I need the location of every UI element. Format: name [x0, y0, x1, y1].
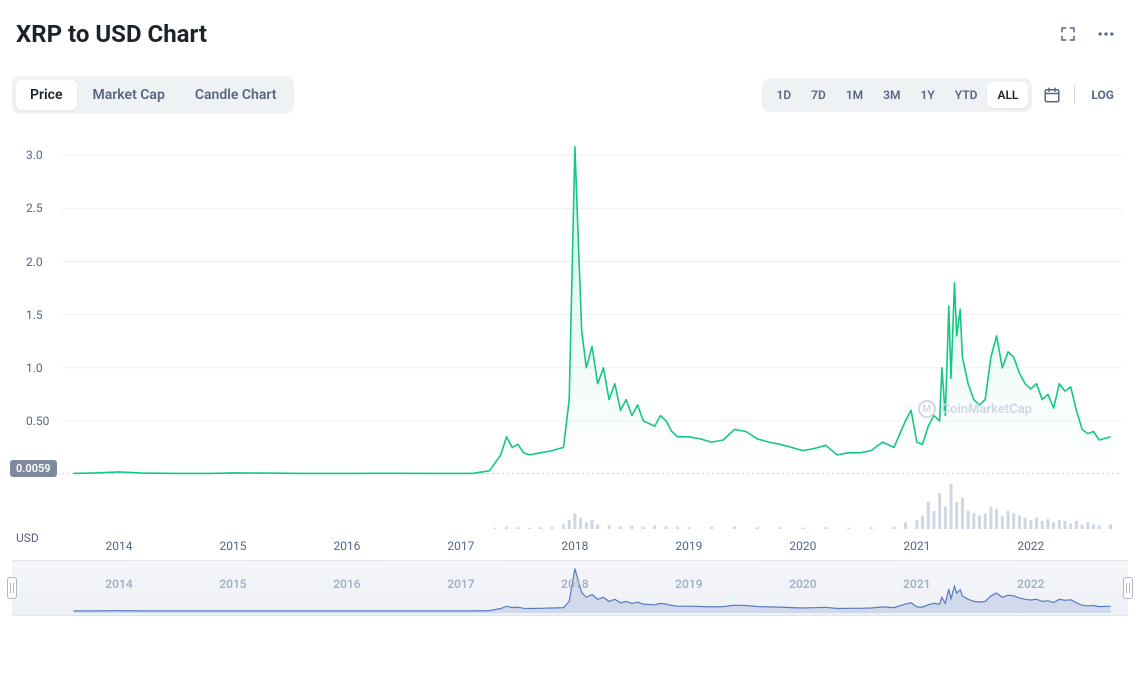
y-tick-label: 3.0	[26, 148, 43, 162]
x-tick-label: 2019	[675, 539, 702, 553]
x-tick-label: 2016	[333, 539, 360, 553]
brush-x-tick-label: 2021	[903, 577, 930, 591]
fullscreen-icon[interactable]	[1058, 24, 1078, 44]
brush-x-tick-label: 2020	[789, 577, 816, 591]
watermark-text: CoinMarketCap	[942, 402, 1032, 417]
tab-market-cap[interactable]: Market Cap	[79, 80, 179, 110]
watermark: M CoinMarketCap	[918, 400, 1032, 418]
header-actions	[1058, 24, 1116, 44]
x-tick-label: 2021	[903, 539, 930, 553]
y-tick-label: 1.5	[26, 308, 43, 322]
brush-x-tick-label: 2018	[561, 577, 588, 591]
chart-controls: PriceMarket CapCandle Chart 1D7D1M3M1YYT…	[0, 48, 1140, 124]
chart-type-tabs: PriceMarket CapCandle Chart	[12, 76, 294, 114]
y-tick-label: 1.0	[26, 361, 43, 375]
range-1y[interactable]: 1Y	[911, 82, 945, 108]
brush-x-tick-label: 2015	[219, 577, 246, 591]
x-tick-label: 2017	[447, 539, 474, 553]
range-1m[interactable]: 1M	[836, 82, 873, 108]
x-tick-label: 2014	[105, 539, 132, 553]
brush-handle-right[interactable]	[1123, 577, 1133, 599]
y-tick-label: 0.50	[26, 414, 49, 428]
tab-price[interactable]: Price	[16, 80, 77, 110]
watermark-icon: M	[918, 400, 936, 418]
currency-label: USD	[16, 531, 39, 545]
chart-header: XRP to USD Chart	[0, 0, 1140, 48]
range-all[interactable]: ALL	[987, 82, 1028, 108]
range-ytd[interactable]: YTD	[945, 82, 988, 108]
time-range-tabs: 1D7D1M3M1YYTDALL	[762, 78, 1032, 112]
range-3m[interactable]: 3M	[873, 82, 910, 108]
more-icon[interactable]	[1096, 24, 1116, 44]
calendar-icon[interactable]	[1042, 85, 1062, 105]
x-tick-label: 2022	[1017, 539, 1044, 553]
price-chart[interactable]: 0.0059 0.50 1.0 1.5 2.0 2.5 3.0 2014 2015 2016 2…	[12, 124, 1128, 554]
brush-x-tick-label: 2014	[105, 577, 132, 591]
time-navigator[interactable]: 2014 2015 2016 2017 2018 2019 2020 2021 2022	[12, 560, 1128, 616]
brush-x-tick-label: 2022	[1017, 577, 1044, 591]
current-price-badge: 0.0059	[10, 460, 57, 477]
brush-handle-left[interactable]	[7, 577, 17, 599]
x-tick-label: 2020	[789, 539, 816, 553]
brush-x-tick-label: 2019	[675, 577, 702, 591]
tab-candle-chart[interactable]: Candle Chart	[181, 80, 291, 110]
y-tick-label: 2.0	[26, 255, 43, 269]
divider	[1074, 86, 1075, 104]
range-1d[interactable]: 1D	[766, 82, 801, 108]
right-controls: 1D7D1M3M1YYTDALL LOG	[762, 78, 1118, 112]
chart-title: XRP to USD Chart	[16, 20, 207, 48]
x-tick-label: 2018	[561, 539, 588, 553]
brush-x-tick-label: 2016	[333, 577, 360, 591]
range-7d[interactable]: 7D	[801, 82, 836, 108]
y-tick-label: 2.5	[26, 201, 43, 215]
x-tick-label: 2015	[219, 539, 246, 553]
log-scale-button[interactable]: LOG	[1087, 82, 1118, 108]
brush-x-tick-label: 2017	[447, 577, 474, 591]
